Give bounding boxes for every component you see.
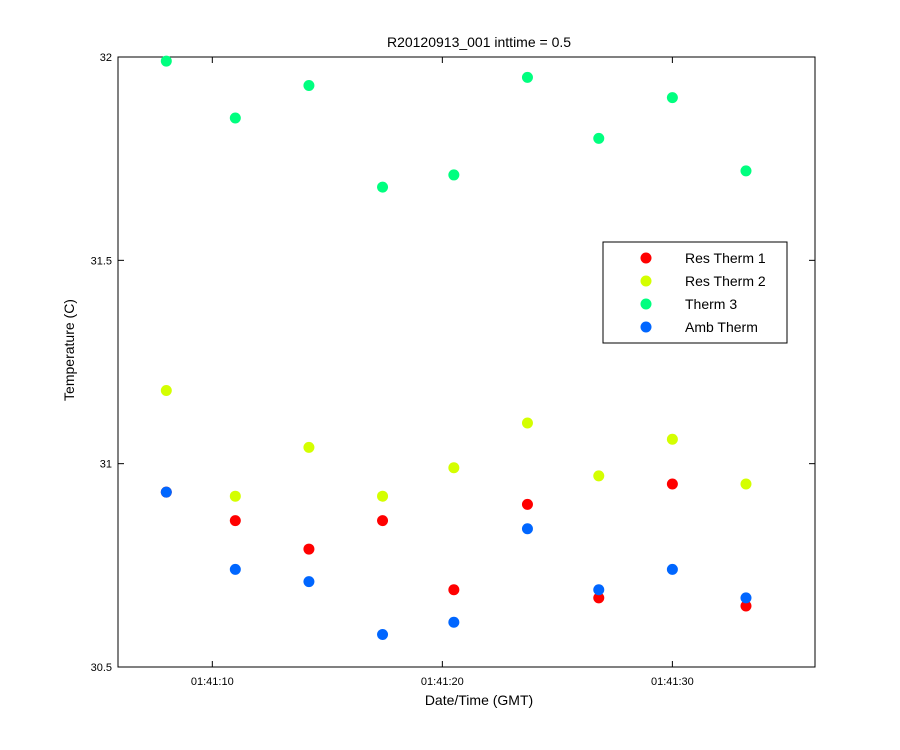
- data-point: [448, 584, 460, 596]
- legend-marker: [640, 252, 652, 264]
- data-point: [377, 181, 389, 193]
- data-point: [593, 132, 605, 144]
- data-point: [229, 490, 241, 502]
- legend-label: Res Therm 1: [685, 250, 766, 266]
- data-point: [448, 169, 460, 181]
- data-point: [303, 543, 315, 555]
- legend-marker: [640, 321, 652, 333]
- data-point: [377, 515, 389, 527]
- data-point: [666, 92, 678, 104]
- data-point: [593, 592, 605, 604]
- data-point: [521, 417, 533, 429]
- data-point: [377, 628, 389, 640]
- legend-label: Res Therm 2: [685, 273, 766, 289]
- data-points: [160, 55, 752, 640]
- data-point: [740, 600, 752, 612]
- x-tick-label: 01:41:20: [421, 676, 464, 688]
- data-point: [160, 384, 172, 396]
- data-point: [377, 490, 389, 502]
- data-point: [448, 462, 460, 474]
- data-point: [229, 112, 241, 124]
- data-point: [229, 515, 241, 527]
- plot-area: [117, 56, 816, 668]
- data-point: [160, 486, 172, 498]
- legend-marker: [640, 298, 652, 310]
- data-point: [666, 563, 678, 575]
- legend-marker: [640, 275, 652, 287]
- data-point: [521, 71, 533, 83]
- data-point: [593, 470, 605, 482]
- y-tick-label: 31: [100, 459, 112, 471]
- data-point: [666, 478, 678, 490]
- series-amb-therm: [160, 486, 752, 640]
- data-point: [740, 592, 752, 604]
- data-point: [593, 584, 605, 596]
- chart-title: R20120913_001 inttime = 0.5: [387, 34, 571, 50]
- x-axis-label: Date/Time (GMT): [425, 692, 533, 708]
- data-point: [303, 576, 315, 588]
- x-tick-label: 01:41:10: [191, 676, 234, 688]
- y-tick-label: 32: [100, 52, 112, 64]
- y-tick-label: 30.5: [91, 662, 112, 674]
- data-point: [740, 165, 752, 177]
- legend: Res Therm 1 Res Therm 2 Therm 3 Amb Therm: [602, 241, 788, 344]
- series-therm-3: [160, 55, 752, 193]
- data-point: [303, 79, 315, 91]
- data-point: [740, 478, 752, 490]
- y-tick-label: 31.5: [91, 255, 112, 267]
- data-point: [303, 441, 315, 453]
- legend-box: [602, 241, 788, 344]
- data-point: [448, 616, 460, 628]
- data-point: [666, 433, 678, 445]
- legend-label: Therm 3: [685, 296, 737, 312]
- series-res-therm-2: [160, 384, 752, 502]
- data-point: [229, 563, 241, 575]
- x-tick-label: 01:41:30: [651, 676, 694, 688]
- data-point: [521, 498, 533, 510]
- y-axis: 30.5 31 31.5 32: [91, 52, 815, 674]
- data-point: [521, 523, 533, 535]
- y-axis-label: Temperature (C): [61, 299, 77, 401]
- x-axis: 01:41:10 01:41:20 01:41:30: [191, 57, 694, 688]
- data-point: [160, 55, 172, 67]
- legend-label: Amb Therm: [685, 319, 758, 335]
